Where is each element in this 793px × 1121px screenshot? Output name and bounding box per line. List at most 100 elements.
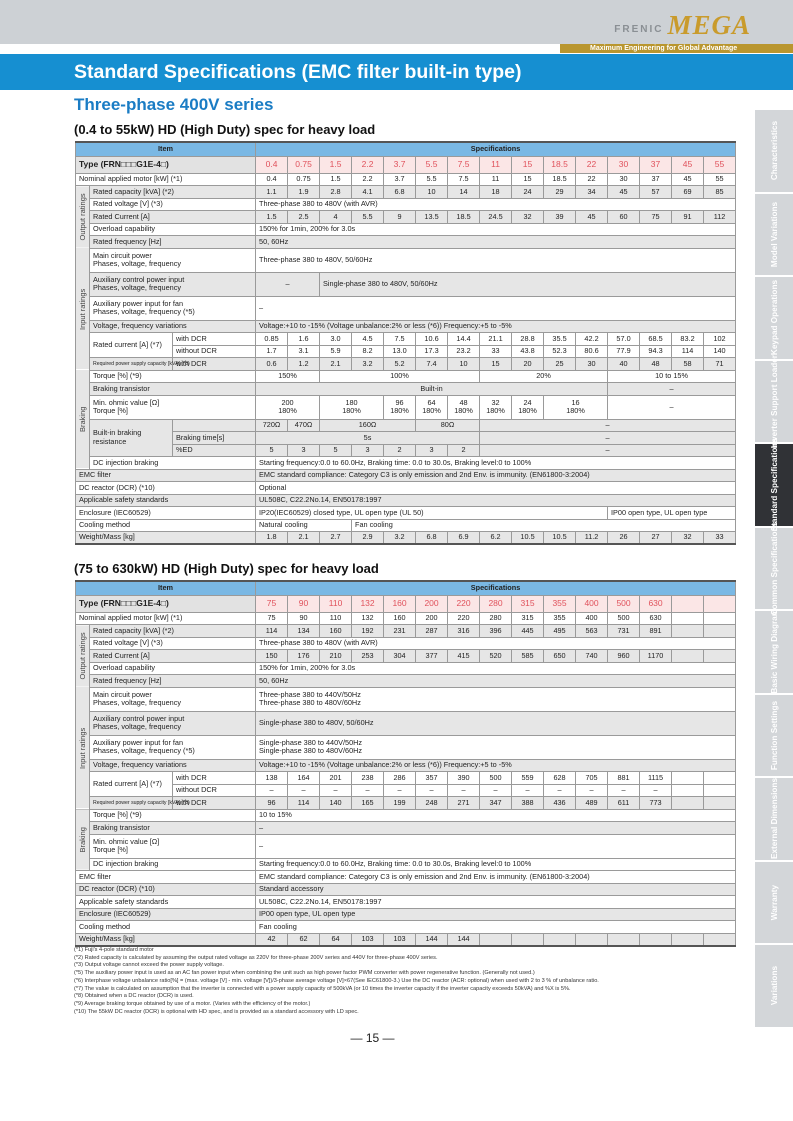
value-cell: 628 [543, 771, 577, 785]
value-cell: 5s [255, 431, 481, 445]
table-row: EMC filter EMC standard compliance: Categ… [74, 468, 737, 482]
value-cell: 134 [287, 624, 321, 638]
value-cell: 40 [607, 357, 641, 371]
row-label: Main circuit power Phases, voltage, freq… [88, 686, 257, 712]
value-cell: 388 [511, 796, 545, 810]
tab-variations[interactable]: Variations [755, 945, 793, 1027]
value-cell: 27 [639, 531, 673, 545]
value-cell: 1.2 [287, 357, 321, 371]
tab-basic-wiring-diagram[interactable]: Basic Wiring Diagram [755, 609, 793, 695]
value-cell: 24.5 [479, 210, 513, 224]
footnote: (*5) The auxiliary power input is used a… [74, 970, 535, 977]
value-cell: 740 [575, 649, 609, 663]
value-cell: – [607, 382, 737, 396]
value-cell [703, 611, 737, 625]
header-specifications: Specifications [255, 580, 737, 596]
row-label: Rated current [A] (*7) [89, 332, 173, 358]
value-cell [511, 932, 545, 947]
value-cell: 470Ω [287, 418, 321, 432]
value-cell [703, 624, 737, 638]
row-sublabel: Braking time[s] [171, 431, 257, 445]
tab-characteristics[interactable]: Characteristics [755, 110, 793, 192]
value-cell: 11 [479, 172, 513, 186]
header-specifications: Specifications [255, 141, 737, 157]
table-row: DC injection braking Starting frequency:0… [76, 456, 737, 470]
footnote: (*8) Obtained when a DC reactor (DCR) is… [74, 993, 194, 1000]
row-label: Auxiliary power input for fan Phases, vo… [88, 734, 257, 760]
value-cell: 32 [671, 531, 705, 545]
frenic-mega-logo: FRENIC MEGA [614, 12, 751, 39]
value-cell: 2 [447, 443, 481, 457]
value-cell: 2.9 [351, 531, 385, 545]
value-cell: 891 [639, 624, 673, 638]
value-cell: 150 [255, 649, 289, 663]
value-cell: 1.5 [255, 210, 289, 224]
row-label: EMC filter [74, 870, 257, 884]
value-cell: Fan cooling [351, 518, 737, 532]
table-row: Rated voltage [V] (*3) Three-phase 380 to… [76, 197, 737, 211]
tab-warranty[interactable]: Warranty [755, 861, 793, 943]
value-cell: 30 [575, 357, 609, 371]
value-cell: 377 [415, 649, 449, 663]
value-cell: 2 [383, 443, 417, 457]
table-row: Cooling method Natural cooling Fan cooling [74, 518, 737, 532]
value-cell: 6.8 [383, 185, 417, 199]
value-cell: Starting frequency:0.0 to 60.0Hz, Brakin… [255, 456, 737, 470]
tab-model-variations[interactable]: Model Variations [755, 193, 793, 275]
value-cell: 271 [447, 796, 481, 810]
row-label: Enclosure (IEC60529) [74, 907, 257, 921]
value-cell: 42 [255, 932, 289, 947]
value-cell: 199 [383, 796, 417, 810]
value-cell: 3 [287, 443, 321, 457]
value-cell: 415 [447, 649, 481, 663]
value-cell: 21.1 [479, 332, 513, 346]
group-label-input-ratings: Input ratings [75, 248, 90, 370]
row-label: Overload capability [88, 661, 257, 675]
value-cell: 3.1 [287, 344, 321, 358]
value-cell: 85 [703, 185, 737, 199]
table-row: Overload capability 150% for 1min, 200% f… [76, 661, 737, 675]
value-cell: EMC standard compliance: Category C3 is … [255, 468, 737, 482]
value-cell: 114 [255, 624, 289, 638]
value-cell: 7.5 [383, 332, 417, 346]
tab-keypad-operations[interactable]: Keypad Operations [755, 277, 793, 359]
table-row: Input ratings Main circuit power Phases, … [75, 686, 737, 809]
value-cell: 357 [415, 771, 449, 785]
value-cell: 1115 [639, 771, 673, 785]
row-label: Voltage, frequency variations [88, 319, 257, 333]
table-row: Rated Current [A] 1.5 2.5 4 5.5 9 13.5 18.5 24.5… [76, 210, 737, 224]
table-row: DC reactor (DCR) (*10) Standard accessory [74, 882, 737, 896]
tab-function-settings[interactable]: Function Settings [755, 694, 793, 776]
tab-common-specifications[interactable]: Common Specifications [755, 522, 793, 615]
value-cell: – [575, 783, 609, 797]
value-cell: 48 [639, 357, 673, 371]
page-header: FRENIC MEGA [0, 0, 793, 44]
value-cell: 10 [447, 357, 481, 371]
tab-standard-specifications[interactable]: Standard Specifications [755, 438, 793, 531]
value-cell: – [607, 394, 737, 420]
tab-label: Basic Wiring Diagram [769, 609, 779, 695]
value-cell: 10 to 15% [255, 808, 737, 822]
value-cell: 220 [447, 594, 481, 613]
tab-external-dimensions[interactable]: External Dimensions [755, 778, 793, 860]
value-cell [703, 771, 737, 785]
value-cell [703, 783, 737, 797]
value-cell: 400 [575, 611, 609, 625]
table-row: without DCR – – – – – – – – – – – – – [76, 783, 737, 797]
value-cell: 110 [319, 594, 353, 613]
value-cell: 150% for 1min, 200% for 3.0s [255, 661, 737, 675]
value-cell: – [287, 783, 321, 797]
value-cell: 50, 60Hz [255, 235, 737, 249]
value-cell: 140 [319, 796, 353, 810]
table-row: Auxiliary power input for fan Phases, vo… [76, 734, 737, 760]
value-cell: 176 [287, 649, 321, 663]
row-label: Required power supply capacity [kVA] (*8… [89, 357, 190, 371]
row-label: Type (FRN□□□G1E-4□) [74, 155, 257, 174]
tab-inverter-support-loader[interactable]: Inverter Support Loader [755, 355, 793, 448]
row-label: Torque [%] (*9) [88, 808, 257, 822]
value-cell: 355 [543, 594, 577, 613]
table-row: Rated current [A] (*7) with DCR 0.85 1.6 3.0… [76, 332, 737, 358]
value-cell: 90 [287, 611, 321, 625]
value-cell: 55 [703, 155, 737, 174]
value-cell: 55 [703, 172, 737, 186]
